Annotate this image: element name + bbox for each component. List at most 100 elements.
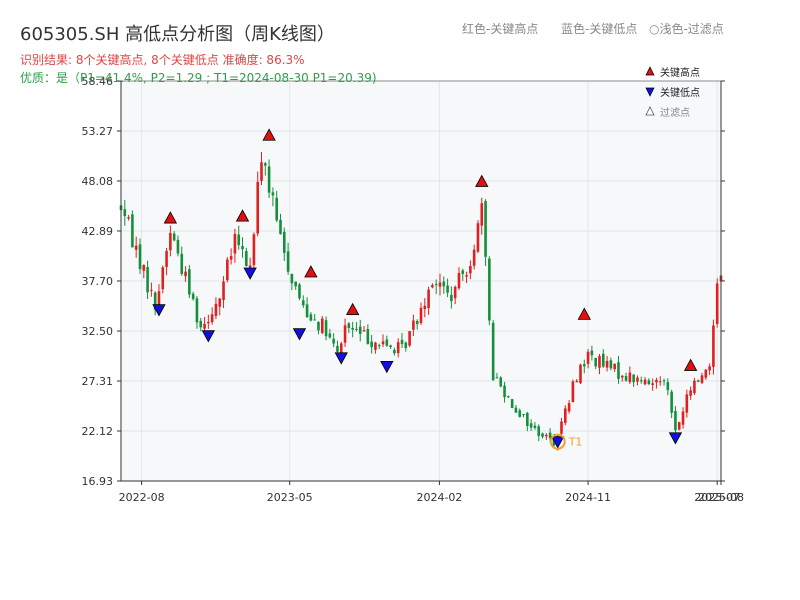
candle: [491, 319, 495, 382]
x-tick-label: 2023-05: [267, 491, 313, 504]
candle: [518, 408, 522, 418]
candle: [533, 422, 537, 430]
candle: [142, 264, 146, 279]
candle-body: [131, 214, 134, 248]
key-high-marker: [304, 265, 318, 278]
candle-body: [256, 181, 260, 234]
candle-body: [282, 231, 286, 253]
candle-body: [309, 314, 313, 321]
legend-filtered-icon: [645, 106, 655, 116]
candle: [400, 332, 404, 349]
candle: [632, 374, 635, 387]
key-high-marker: [345, 302, 360, 315]
x-tick-label: 2025-08: [698, 491, 744, 504]
candle-body: [271, 192, 275, 196]
y-tick-label: 32.50: [82, 325, 114, 338]
candle-body: [134, 245, 138, 250]
candle-body: [552, 438, 556, 446]
candle: [237, 225, 241, 250]
x-tick-label: 2024-02: [416, 491, 462, 504]
candle: [700, 372, 704, 385]
key-low-marker: [668, 432, 683, 445]
candle-body: [313, 319, 316, 321]
candle: [537, 424, 541, 442]
candle: [472, 244, 476, 270]
candle: [408, 330, 411, 348]
candle-body: [590, 350, 594, 356]
candle: [438, 273, 442, 296]
candle: [510, 398, 514, 409]
candle-body: [347, 323, 351, 329]
candle: [689, 386, 692, 400]
legend-entry-label: 关键低点: [660, 86, 700, 99]
candle-body: [264, 163, 267, 166]
y-tick-label: 22.12: [82, 425, 114, 438]
legend-text-blue: 蓝色-关键低点: [561, 22, 638, 36]
candle: [267, 159, 271, 199]
candle: [590, 345, 594, 361]
candle-body: [670, 391, 673, 413]
candle: [613, 363, 616, 372]
candle-body: [358, 326, 362, 334]
candle-body: [366, 329, 370, 345]
candle: [681, 407, 685, 429]
x-tick-label: 2022-08: [119, 491, 165, 504]
candle-body: [404, 342, 408, 349]
candle-body: [210, 314, 214, 323]
candle-body: [393, 349, 396, 354]
candle-body: [529, 423, 533, 428]
candle-body: [237, 234, 241, 246]
candle-body: [142, 264, 146, 271]
candle-body: [579, 364, 582, 384]
candle: [343, 318, 347, 347]
candle-body: [165, 250, 168, 267]
candle: [529, 419, 533, 431]
candle: [324, 316, 328, 341]
quality-line: 优质：是（P1=41.4%, P2=1.29 ; T1=2024-08-30 P…: [20, 71, 377, 85]
candle-body: [495, 377, 499, 379]
candle-body: [374, 342, 377, 350]
candle: [362, 325, 366, 332]
candle: [374, 341, 377, 354]
candle-body: [434, 284, 438, 286]
candle-body: [666, 382, 670, 391]
candle-body: [465, 275, 468, 277]
candle: [639, 376, 643, 384]
candle: [571, 379, 575, 403]
y-tick-label: 16.93: [82, 475, 114, 488]
candle-body: [636, 377, 639, 382]
candle-body: [419, 307, 423, 324]
candle-body: [639, 380, 643, 382]
candle: [207, 314, 210, 329]
candle: [195, 296, 199, 329]
candle-body: [582, 364, 586, 367]
candle-body: [332, 338, 335, 344]
candle: [431, 283, 434, 289]
candle-body: [643, 379, 647, 385]
candle-body: [343, 325, 347, 343]
candle-body: [275, 197, 278, 221]
candle-body: [469, 266, 472, 274]
candle-body: [400, 339, 404, 344]
chart-title: 605305.SH 高低点分析图（周K线图）: [20, 24, 335, 45]
candle: [499, 376, 503, 388]
candle: [457, 267, 461, 290]
candle-body: [286, 251, 290, 272]
legend-low-icon: [645, 87, 655, 97]
candle: [256, 171, 260, 237]
candle: [286, 242, 290, 275]
key-low-marker: [152, 304, 166, 317]
candle: [620, 375, 624, 382]
candle-body: [214, 303, 218, 316]
candle-body: [203, 323, 206, 329]
candle: [138, 238, 142, 274]
candle: [442, 276, 446, 294]
candle: [423, 298, 427, 318]
t1-label: T1: [568, 436, 583, 449]
key-low-marker: [551, 436, 565, 449]
candle-body: [613, 363, 616, 370]
candle: [601, 349, 605, 368]
candle: [294, 281, 297, 290]
candle: [301, 295, 305, 308]
